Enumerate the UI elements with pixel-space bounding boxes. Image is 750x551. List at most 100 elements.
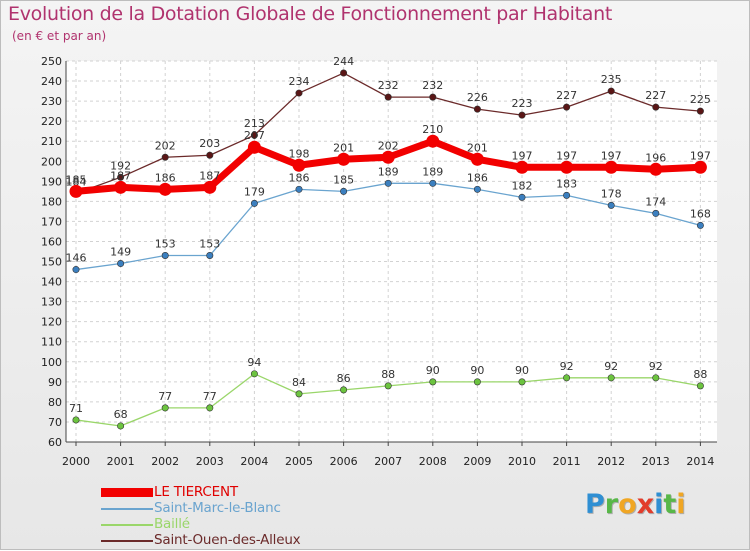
data-label: 213 [244, 117, 265, 130]
y-tick-label: 250 [41, 55, 62, 68]
legend-label: Saint-Marc-le-Blanc [154, 500, 281, 516]
data-label: 244 [333, 55, 354, 68]
data-point [340, 386, 348, 394]
y-tick-label: 110 [41, 336, 62, 349]
data-point [292, 158, 306, 172]
data-point [340, 69, 348, 77]
data-label: 197 [690, 149, 711, 162]
logo-letter: i [654, 489, 664, 520]
legend-label: LE TIERCENT [154, 484, 238, 500]
logo-letter: i [676, 489, 686, 520]
data-point [117, 260, 125, 268]
data-label: 235 [601, 73, 622, 86]
data-label: 92 [604, 360, 618, 373]
y-tick-label: 220 [41, 115, 62, 128]
data-point [426, 134, 440, 148]
data-point [560, 160, 574, 174]
data-point [381, 150, 395, 164]
data-label: 197 [601, 149, 622, 162]
y-tick-label: 170 [41, 215, 62, 228]
data-label: 182 [512, 179, 533, 192]
data-point [696, 221, 704, 229]
data-point [473, 105, 481, 113]
x-tick-label: 2010 [508, 455, 536, 468]
legend-item: LE TIERCENT [101, 484, 361, 501]
data-point [295, 89, 303, 97]
y-tick-label: 90 [48, 376, 62, 389]
y-tick-label: 80 [48, 396, 62, 409]
data-point [649, 162, 663, 176]
data-label: 225 [690, 93, 711, 106]
x-tick-label: 2013 [642, 455, 670, 468]
data-point [206, 404, 214, 412]
data-label: 202 [155, 139, 176, 152]
legend-item: Saint-Ouen-des-Alleux [101, 532, 361, 549]
data-label: 179 [244, 185, 265, 198]
data-label: 232 [422, 79, 443, 92]
data-point [652, 374, 660, 382]
legend-label: Saint-Ouen-des-Alleux [154, 532, 301, 548]
y-tick-label: 230 [41, 95, 62, 108]
data-point [72, 266, 80, 274]
data-label: 203 [199, 137, 220, 150]
data-label: 226 [467, 91, 488, 104]
data-point [69, 184, 83, 198]
legend-swatch [101, 488, 153, 497]
data-label: 149 [110, 246, 131, 259]
data-label: 185 [66, 173, 87, 186]
data-point [203, 180, 217, 194]
y-tick-label: 60 [48, 436, 62, 449]
data-label: 90 [426, 364, 440, 377]
data-point [158, 182, 172, 196]
data-point [117, 422, 125, 430]
data-point [693, 160, 707, 174]
y-tick-label: 200 [41, 155, 62, 168]
x-tick-label: 2002 [151, 455, 179, 468]
data-point [114, 180, 128, 194]
logo-letter: x [636, 489, 655, 520]
data-label: 201 [333, 141, 354, 154]
data-point [563, 191, 571, 199]
data-point [607, 87, 615, 95]
data-point [607, 201, 615, 209]
y-tick-label: 180 [41, 195, 62, 208]
y-tick-label: 160 [41, 235, 62, 248]
data-point [295, 185, 303, 193]
data-point [161, 404, 169, 412]
data-label: 187 [110, 169, 131, 182]
data-label: 189 [378, 165, 399, 178]
data-point [384, 382, 392, 390]
y-tick-label: 140 [41, 276, 62, 289]
data-point [518, 111, 526, 119]
y-tick-label: 240 [41, 75, 62, 88]
data-label: 185 [333, 173, 354, 186]
data-label: 94 [247, 356, 261, 369]
legend-swatch [101, 540, 153, 542]
data-label: 232 [378, 79, 399, 92]
x-tick-label: 2004 [240, 455, 268, 468]
data-label: 186 [155, 171, 176, 184]
x-tick-label: 2000 [62, 455, 90, 468]
legend-swatch [101, 508, 153, 510]
data-label: 227 [645, 89, 666, 102]
data-label: 153 [155, 238, 176, 251]
data-point [161, 252, 169, 260]
data-label: 197 [556, 149, 577, 162]
x-tick-label: 2009 [463, 455, 491, 468]
data-point [652, 209, 660, 217]
data-label: 84 [292, 376, 306, 389]
data-point [515, 160, 529, 174]
data-point [652, 103, 660, 111]
data-label: 153 [199, 238, 220, 251]
data-point [117, 173, 125, 181]
data-label: 227 [556, 89, 577, 102]
data-label: 168 [690, 207, 711, 220]
data-point [250, 370, 258, 378]
y-tick-label: 70 [48, 416, 62, 429]
data-point [384, 179, 392, 187]
data-label: 90 [515, 364, 529, 377]
y-tick-label: 100 [41, 356, 62, 369]
data-point [72, 416, 80, 424]
